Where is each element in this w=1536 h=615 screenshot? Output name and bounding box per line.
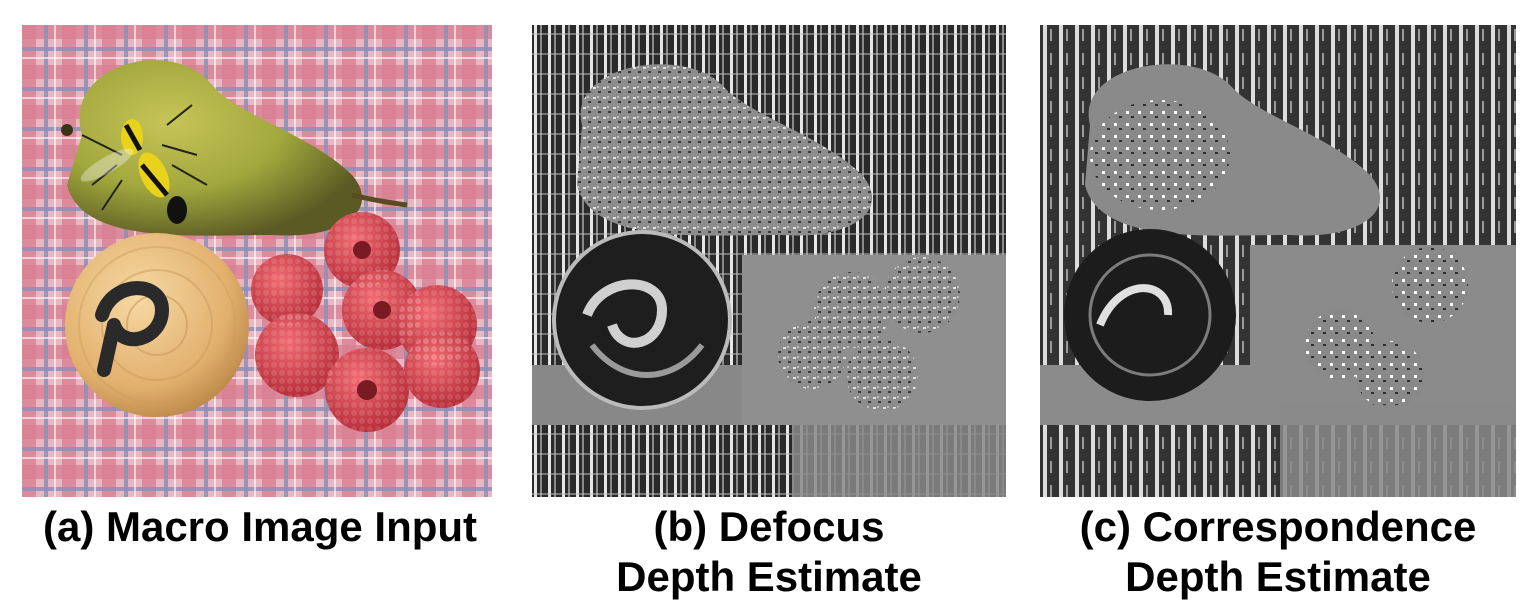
raspberries — [251, 212, 480, 432]
caption-line: Depth Estimate — [616, 553, 922, 600]
caption-line: (c) Correspondence — [1079, 503, 1477, 550]
caption-correspondence-depth-estimate: (c) Correspondence Depth Estimate — [1028, 502, 1528, 602]
wooden-ball — [65, 233, 249, 417]
caption-defocus-depth-estimate: (b) Defocus Depth Estimate — [519, 502, 1019, 602]
defocus-depth-map — [532, 25, 1006, 497]
wasp — [80, 104, 208, 224]
pear — [61, 60, 408, 236]
caption-line: (b) Defocus — [653, 503, 885, 550]
caption-line: Depth Estimate — [1125, 553, 1431, 600]
caption-line: (a) Macro Image Input — [42, 503, 478, 550]
caption-macro-image-input: (a) Macro Image Input — [0, 502, 520, 552]
macro-image-input — [22, 25, 492, 497]
correspondence-depth-map — [1040, 25, 1516, 497]
